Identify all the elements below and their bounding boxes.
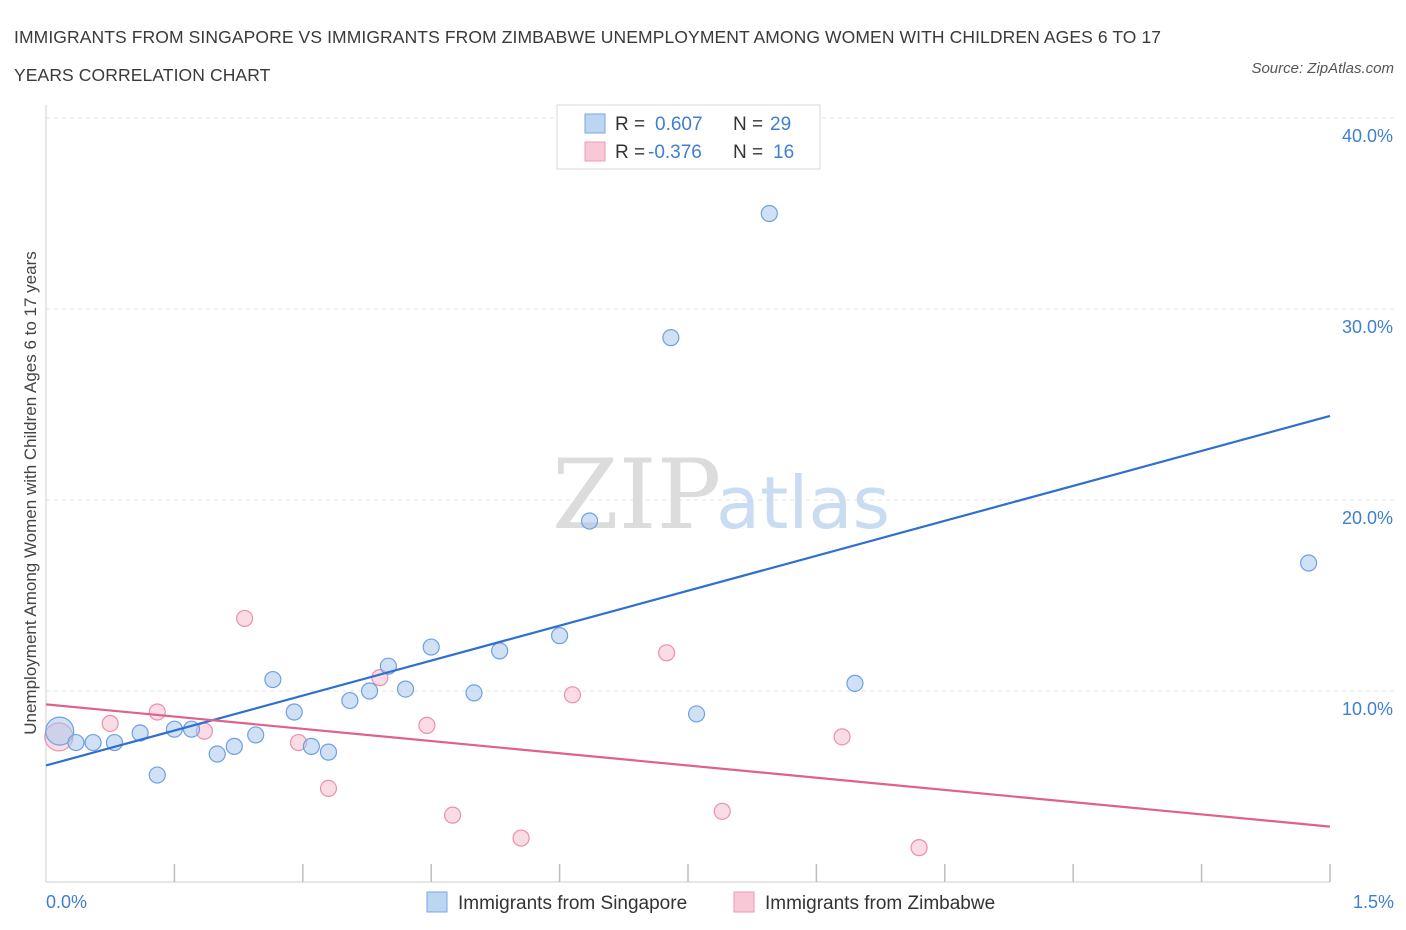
- correlation-legend: R = 0.607 N = 29 R = -0.376 N = 16: [556, 104, 821, 170]
- point-singapore-21: [491, 642, 509, 660]
- point-zimbabwe-12: [657, 644, 676, 662]
- y-tick-label-3: 40.0%: [1342, 126, 1393, 146]
- legend-r-label-zimbabwe: R =: [615, 142, 645, 163]
- watermark: ZIP atlas: [552, 439, 890, 551]
- point-singapore-0: [45, 716, 75, 746]
- trend-line-singapore: [45, 414, 1331, 767]
- point-singapore-18: [396, 680, 415, 698]
- point-singapore-28: [1299, 554, 1318, 572]
- legend-r-value-zimbabwe: -0.376: [648, 142, 702, 163]
- watermark-atlas: atlas: [716, 461, 890, 545]
- point-zimbabwe-15: [910, 839, 928, 857]
- grid-lines: [46, 117, 1395, 692]
- y-axis-title: Unemployment Among Women with Children A…: [21, 251, 40, 735]
- point-singapore-23: [580, 512, 599, 530]
- point-zimbabwe-14: [833, 728, 851, 746]
- legend-n-value-singapore: 29: [770, 114, 791, 135]
- legend-swatch-singapore: [584, 113, 606, 134]
- point-singapore-16: [360, 682, 379, 700]
- point-singapore-22: [550, 627, 569, 645]
- series-singapore-points: [45, 204, 1318, 784]
- legend-swatch-zimbabwe: [584, 141, 606, 162]
- x-tick-label-max: 1.5%: [1353, 892, 1394, 912]
- y-tick-label-0: 10.0%: [1342, 699, 1393, 719]
- y-tick-labels: 10.0% 20.0% 30.0% 40.0%: [1342, 126, 1393, 719]
- point-singapore-14: [319, 743, 338, 761]
- bottom-legend-label-zimbabwe: Immigrants from Zimbabwe: [765, 893, 995, 914]
- point-singapore-25: [687, 705, 706, 723]
- source-label: Source: ZipAtlas.com: [1251, 60, 1394, 77]
- point-zimbabwe-4: [235, 609, 254, 628]
- point-singapore-19: [422, 638, 440, 656]
- bottom-legend-label-singapore: Immigrants from Singapore: [458, 893, 687, 914]
- point-singapore-20: [465, 684, 483, 702]
- point-singapore-15: [341, 691, 359, 710]
- point-singapore-4: [131, 724, 149, 742]
- legend-n-value-zimbabwe: 16: [773, 142, 794, 163]
- bottom-legend-swatch-zimbabwe: [733, 891, 755, 913]
- bottom-legend-swatch-singapore: [426, 891, 448, 913]
- point-zimbabwe-10: [512, 829, 530, 847]
- point-singapore-10: [247, 726, 265, 744]
- legend-r-label-singapore: R =: [615, 114, 645, 135]
- point-zimbabwe-11: [563, 686, 582, 704]
- point-singapore-24: [662, 329, 680, 347]
- point-singapore-11: [264, 670, 282, 689]
- point-singapore-1: [67, 733, 85, 752]
- point-zimbabwe-2: [148, 703, 166, 721]
- series-legend: Immigrants from Singapore Immigrants fro…: [426, 891, 995, 914]
- legend-n-label-singapore: N =: [733, 114, 763, 135]
- point-singapore-12: [285, 703, 303, 721]
- point-zimbabwe-1: [101, 714, 119, 733]
- point-singapore-26: [760, 204, 778, 223]
- x-tick-label-min: 0.0%: [46, 892, 87, 912]
- y-tick-label-1: 20.0%: [1342, 508, 1393, 528]
- trend-lines: [45, 414, 1331, 828]
- point-singapore-27: [846, 674, 864, 692]
- chart-title: IMMIGRANTS FROM SINGAPORE VS IMMIGRANTS …: [14, 27, 1162, 85]
- point-zimbabwe-9: [444, 806, 462, 824]
- legend-n-label-zimbabwe: N =: [733, 142, 763, 163]
- trend-line-zimbabwe: [45, 703, 1331, 828]
- point-singapore-8: [208, 745, 226, 763]
- legend-r-value-singapore: 0.607: [655, 114, 703, 135]
- point-singapore-2: [84, 733, 102, 752]
- point-singapore-9: [225, 737, 243, 755]
- point-zimbabwe-13: [713, 802, 731, 820]
- axes: [45, 105, 1331, 883]
- series-zimbabwe-points: [44, 609, 928, 857]
- watermark-zip: ZIP: [552, 439, 721, 551]
- point-singapore-5: [148, 766, 166, 784]
- y-tick-label-2: 30.0%: [1342, 317, 1393, 337]
- point-singapore-13: [302, 737, 320, 755]
- point-zimbabwe-8: [418, 716, 436, 734]
- point-zimbabwe-6: [319, 779, 338, 798]
